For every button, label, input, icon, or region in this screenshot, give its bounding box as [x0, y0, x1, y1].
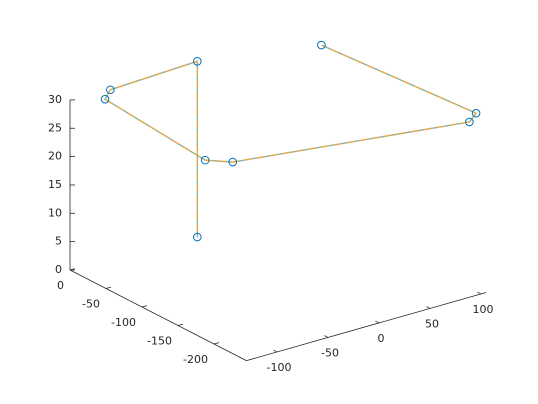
line-dashdot: [104, 44, 477, 238]
y-tick: [141, 305, 148, 308]
y-tick: [105, 286, 112, 289]
x-tick-label: 50: [425, 317, 439, 330]
x-tick-label: -100: [267, 361, 292, 374]
x-tick: [273, 349, 278, 353]
z-tick-label: 10: [48, 206, 62, 219]
line: [104, 44, 478, 238]
x-tick-label: 100: [473, 303, 494, 316]
z-tick-label: 30: [48, 93, 62, 106]
z-tick-label: 25: [48, 121, 62, 134]
y-tick-label: -200: [183, 353, 208, 366]
marker: [228, 157, 238, 167]
y-tick-label: -50: [82, 298, 100, 311]
marker: [100, 94, 110, 104]
marker: [317, 40, 326, 50]
marker: [465, 117, 474, 127]
x-tick: [375, 320, 380, 324]
y-tick: [69, 268, 76, 271]
y-tick: [213, 342, 220, 345]
y-tick-label: -100: [111, 316, 136, 329]
x-axis: [246, 292, 487, 362]
marker: [200, 155, 210, 165]
x-tick-label: 0: [378, 332, 385, 345]
x-tick: [324, 335, 329, 338]
z-tick-label: 5: [55, 235, 62, 248]
x-tick: [477, 291, 482, 295]
marker: [193, 56, 202, 66]
z-tick-label: 0: [55, 263, 62, 276]
x-tick: [426, 306, 431, 309]
marker: [193, 232, 202, 242]
y-tick-label: 0: [57, 279, 64, 292]
z-tick-label: 15: [48, 178, 62, 191]
y-axis: [69, 269, 247, 362]
y-tick-label: -150: [147, 335, 172, 348]
marker: [471, 108, 481, 118]
z-tick-label: 20: [48, 150, 62, 163]
y-tick: [177, 323, 184, 326]
x-tick-label: -50: [321, 346, 339, 359]
marker: [106, 85, 115, 95]
